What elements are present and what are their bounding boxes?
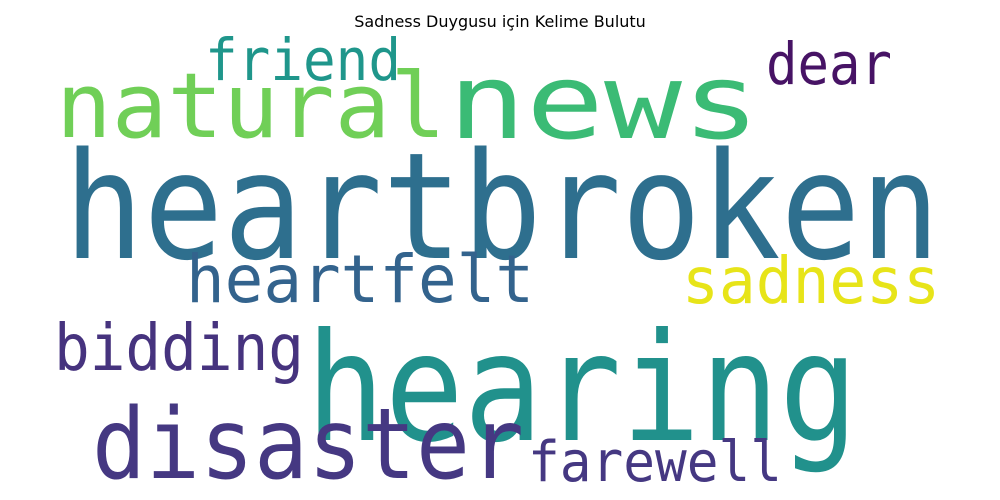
word-farewell: farewell [528, 430, 782, 495]
word-dear: dear [766, 30, 892, 98]
word-disaster: disaster [92, 388, 524, 500]
word-sadness: sadness [682, 245, 940, 319]
chart-title: Sadness Duygusu için Kelime Bulutu [354, 12, 646, 31]
word-hearing: hearing [306, 302, 858, 476]
word-news: news [448, 41, 760, 163]
word-heartfelt: heartfelt [186, 241, 534, 318]
word-bidding: bidding [54, 312, 304, 386]
word-natural: natural [56, 54, 446, 159]
word-heartbroken: heartbroken [64, 121, 940, 293]
word-friend: friend [205, 26, 401, 94]
